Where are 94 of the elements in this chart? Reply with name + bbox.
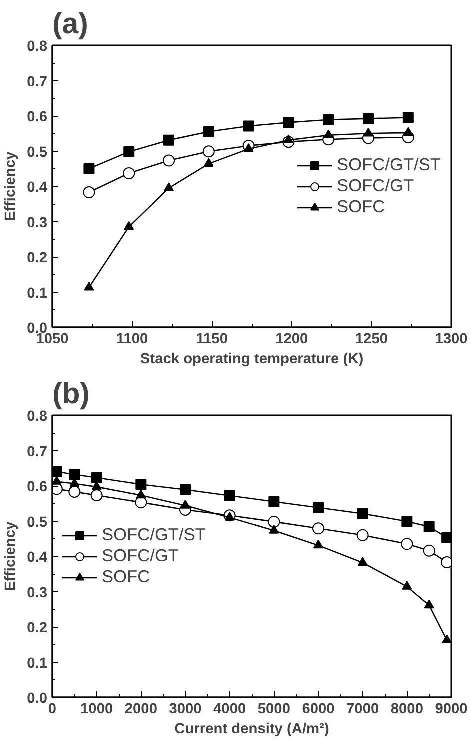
point bbox=[180, 484, 191, 496]
point bbox=[402, 112, 414, 124]
y-tick-label: 0.7 bbox=[27, 444, 48, 460]
point bbox=[358, 557, 368, 566]
point bbox=[313, 502, 324, 514]
point bbox=[84, 282, 94, 291]
y-axis-title: Efficiency bbox=[3, 521, 20, 592]
point bbox=[424, 521, 435, 532]
chart-title: (a) bbox=[52, 8, 88, 40]
point bbox=[244, 143, 254, 152]
point bbox=[83, 186, 96, 198]
point bbox=[324, 130, 334, 138]
point bbox=[224, 490, 236, 502]
point bbox=[136, 479, 147, 490]
legend-label: SOFC/GT/ST bbox=[102, 524, 206, 546]
point bbox=[442, 634, 452, 644]
point bbox=[90, 490, 103, 502]
point bbox=[164, 182, 174, 192]
x-tick-label: 9000 bbox=[435, 702, 468, 718]
point bbox=[312, 522, 324, 535]
point bbox=[268, 496, 280, 508]
y-tick-label: 0.3 bbox=[27, 585, 48, 602]
point bbox=[224, 512, 235, 521]
legend-label: SOFC/GT bbox=[337, 176, 414, 196]
point bbox=[84, 163, 95, 174]
legend-label: SOFC bbox=[102, 566, 150, 588]
point bbox=[68, 486, 81, 498]
point bbox=[243, 120, 254, 132]
point bbox=[363, 113, 374, 124]
y-tick-label: 0.3 bbox=[27, 215, 48, 232]
point bbox=[402, 581, 412, 590]
y-tick-label: 0.5 bbox=[27, 514, 48, 531]
x-tick-label: 1000 bbox=[80, 702, 114, 718]
x-tick-label: 1100 bbox=[116, 332, 148, 348]
point bbox=[283, 117, 294, 128]
x-tick-label: 1150 bbox=[196, 332, 228, 348]
point bbox=[401, 538, 414, 550]
point bbox=[403, 127, 414, 136]
point bbox=[356, 529, 369, 542]
point bbox=[69, 469, 80, 480]
chart-title: (b) bbox=[52, 378, 90, 410]
point bbox=[91, 472, 102, 484]
point bbox=[136, 490, 146, 499]
y-tick-label: 0.7 bbox=[27, 74, 48, 90]
point bbox=[268, 516, 280, 528]
x-axis-title: Current density (A/m²) bbox=[174, 722, 330, 738]
x-axis-title: Stack operating temperature (K) bbox=[140, 352, 364, 368]
x-tick-label: 1300 bbox=[435, 332, 468, 348]
legend-label: SOFC/GT bbox=[102, 546, 180, 566]
point bbox=[203, 126, 214, 138]
point bbox=[357, 508, 368, 520]
point bbox=[424, 600, 434, 609]
point bbox=[314, 540, 324, 549]
x-tick-label: 6000 bbox=[302, 702, 335, 718]
y-tick-label: 0.1 bbox=[27, 286, 48, 302]
point bbox=[364, 128, 374, 137]
point bbox=[323, 114, 334, 126]
legend-label: SOFC/GT/ST bbox=[337, 154, 441, 176]
y-tick-label: 0.1 bbox=[27, 656, 48, 672]
point bbox=[202, 146, 215, 158]
point bbox=[204, 158, 214, 168]
point bbox=[284, 134, 294, 144]
x-tick-label: 7000 bbox=[346, 702, 380, 718]
x-tick-label: 0 bbox=[48, 702, 57, 718]
x-tick-label: 1250 bbox=[355, 332, 388, 348]
y-axis-title: Efficiency bbox=[3, 151, 20, 222]
point bbox=[124, 146, 135, 158]
x-tick-label: 5000 bbox=[258, 702, 290, 718]
y-tick-label: 0.6 bbox=[27, 480, 48, 496]
x-tick-label: 4000 bbox=[214, 702, 246, 718]
y-tick-label: 0.2 bbox=[27, 620, 48, 636]
x-tick-label: 3000 bbox=[169, 702, 202, 718]
point bbox=[442, 532, 452, 544]
point bbox=[423, 544, 436, 557]
y-tick-label: 0.4 bbox=[27, 550, 48, 566]
point bbox=[163, 154, 176, 167]
point bbox=[124, 221, 134, 230]
point bbox=[180, 500, 190, 509]
y-tick-label: 0.2 bbox=[27, 250, 48, 266]
y-tick-label: 0.0 bbox=[27, 691, 48, 707]
point bbox=[164, 134, 175, 146]
legend-label: SOFC bbox=[337, 196, 386, 218]
y-tick-label: 0.8 bbox=[27, 39, 48, 55]
y-tick-label: 0.6 bbox=[27, 110, 48, 126]
point bbox=[52, 476, 62, 485]
point bbox=[402, 516, 413, 528]
y-tick-label: 0.5 bbox=[27, 144, 48, 161]
y-tick-label: 0.8 bbox=[27, 409, 48, 425]
point bbox=[269, 525, 280, 534]
x-tick-label: 8000 bbox=[390, 702, 424, 718]
x-tick-label: 2000 bbox=[124, 702, 158, 718]
point bbox=[123, 167, 136, 180]
y-tick-label: 0.4 bbox=[27, 180, 48, 196]
x-tick-label: 1200 bbox=[276, 332, 308, 348]
